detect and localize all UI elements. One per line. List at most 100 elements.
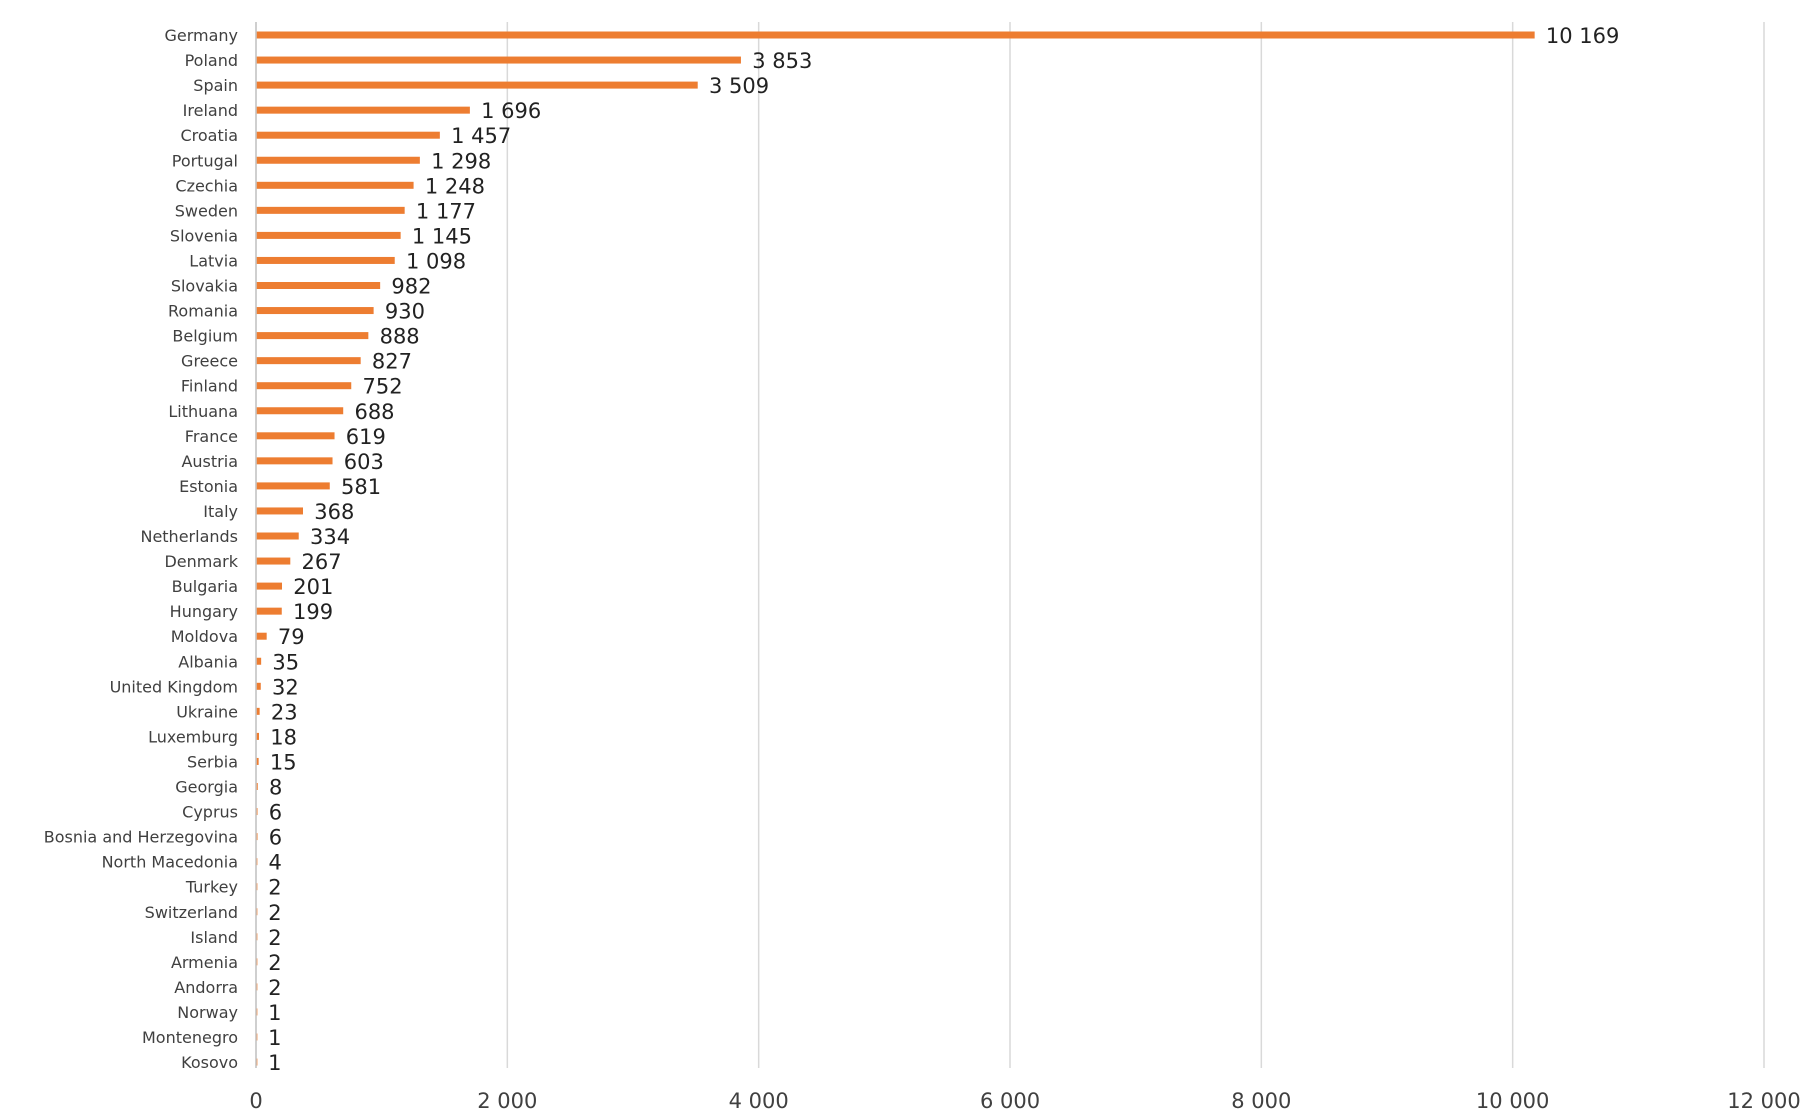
category-label: France (185, 427, 238, 446)
value-label: 603 (344, 450, 384, 474)
x-tick-label: 0 (249, 1089, 262, 1113)
bar (256, 432, 335, 440)
value-label: 4 (269, 851, 282, 875)
bar (256, 357, 361, 365)
category-label: Hungary (170, 602, 238, 621)
bar (256, 783, 258, 790)
value-label: 888 (380, 325, 420, 349)
value-label: 267 (302, 550, 342, 574)
value-label: 619 (346, 425, 386, 449)
category-label: Latvia (189, 251, 238, 270)
category-label: Estonia (179, 477, 238, 496)
value-label: 3 853 (752, 49, 812, 73)
bar (256, 707, 260, 715)
bar (256, 808, 258, 816)
category-label: Cyprus (182, 803, 238, 822)
category-label: Serbia (187, 752, 238, 771)
category-label: Belgium (172, 327, 238, 346)
value-label: 32 (272, 675, 299, 699)
category-label: Moldova (171, 627, 238, 646)
category-label: Netherlands (140, 527, 238, 546)
bar (256, 231, 401, 239)
category-label: Ukraine (176, 702, 238, 721)
bar (256, 883, 258, 891)
category-label: Turkey (185, 878, 238, 897)
bar (256, 1033, 258, 1041)
value-label: 79 (278, 625, 305, 649)
bar (256, 457, 333, 465)
value-label: 1 177 (416, 199, 476, 223)
category-label: Slovakia (171, 277, 238, 296)
category-label: Andorra (174, 978, 238, 997)
category-label: Kosovo (181, 1053, 238, 1072)
category-label: Croatia (180, 126, 238, 145)
x-tick-label: 8 000 (1231, 1089, 1291, 1113)
bar (256, 657, 262, 665)
value-label: 35 (272, 650, 299, 674)
bars (256, 31, 1535, 1066)
x-tick-label: 2 000 (477, 1089, 537, 1113)
category-label: Portugal (172, 151, 238, 170)
value-label: 827 (372, 350, 412, 374)
bar (256, 582, 283, 590)
category-labels: Germany Poland Spain Ireland Croatia Portugal… (44, 26, 239, 1072)
value-label: 1 145 (412, 224, 472, 248)
bar (256, 958, 258, 966)
category-label: Lithuana (168, 402, 238, 421)
x-axis-tick-labels: 0 2 000 4 000 6 000 8 000 10 000 12 000 (249, 1089, 1800, 1113)
value-label: 2 (268, 876, 281, 900)
category-label: Poland (185, 51, 238, 70)
bar (256, 156, 420, 164)
value-label: 3 509 (709, 74, 769, 98)
value-label: 368 (314, 500, 354, 524)
category-label: Bosnia and Herzegovina (44, 828, 238, 847)
category-label: Norway (177, 1003, 238, 1022)
value-label: 752 (363, 375, 403, 399)
category-label: Spain (193, 76, 238, 95)
value-label: 1 (268, 1051, 281, 1075)
bar (256, 532, 299, 540)
category-label: Switzerland (145, 903, 238, 922)
category-label: Greece (181, 352, 238, 371)
value-label: 334 (310, 525, 350, 549)
bar (256, 1058, 258, 1066)
category-label: Albania (178, 652, 238, 671)
bar (256, 131, 440, 139)
bar (256, 256, 395, 264)
bar (256, 833, 258, 841)
x-tick-label: 6 000 (980, 1089, 1040, 1113)
category-label: Slovenia (170, 226, 238, 245)
value-label: 982 (391, 275, 431, 299)
value-label: 10 169 (1546, 24, 1619, 48)
value-label: 23 (271, 700, 298, 724)
category-label: Montenegro (142, 1028, 238, 1047)
value-label: 199 (293, 600, 333, 624)
value-label: 1 457 (451, 124, 511, 148)
value-label: 1 248 (425, 174, 485, 198)
bar (256, 908, 258, 916)
bar (256, 382, 352, 390)
category-label: Georgia (175, 778, 238, 797)
value-label: 1 298 (431, 149, 491, 173)
category-label: Italy (203, 502, 238, 521)
x-tick-label: 4 000 (729, 1089, 789, 1113)
value-label: 1 696 (481, 99, 541, 123)
bar (256, 181, 414, 189)
category-label: North Macedonia (102, 853, 238, 872)
value-label: 2 (268, 951, 281, 975)
category-label: Luxemburg (148, 727, 238, 746)
value-label: 1 098 (406, 249, 466, 273)
bar (256, 632, 267, 640)
gridlines (255, 22, 1765, 1068)
bar (256, 81, 698, 89)
bar (256, 682, 261, 690)
value-label: 18 (270, 725, 297, 749)
value-label: 1 (268, 1001, 281, 1025)
bar (256, 757, 259, 765)
value-label: 2 (268, 976, 281, 1000)
category-label: Romania (168, 302, 238, 321)
bar (256, 332, 369, 340)
